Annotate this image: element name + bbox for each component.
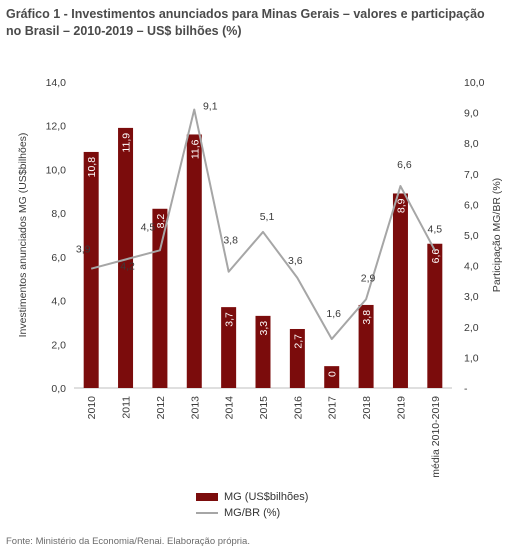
bar: [392, 193, 408, 388]
line-data-label: 2,9: [361, 272, 376, 284]
line-data-label: 4,5: [141, 221, 156, 233]
y-axis-title: Investimentos anunciados MG (US$bilhões): [17, 133, 29, 338]
bar: [83, 151, 99, 388]
bar: [358, 304, 374, 388]
y-tick-label: 2,0: [51, 339, 66, 351]
bar: [152, 208, 168, 388]
bar: [186, 134, 202, 388]
line-data-label: 3,9: [76, 244, 91, 256]
bar-data-label: 6,6: [430, 249, 442, 264]
bar: [118, 127, 134, 389]
bar-data-label: 11,6: [189, 139, 201, 159]
chart-title: Gráfico 1 - Investimentos anunciados par…: [6, 6, 506, 40]
bar-data-label: 3,8: [361, 310, 373, 325]
y-tick-label: 10,0: [46, 164, 67, 176]
line-data-label: 5,1: [260, 211, 275, 223]
source-note: Fonte: Ministério da Economia/Renai. Ela…: [6, 536, 250, 547]
chart-title-line-1: Gráfico 1 - Investimentos anunciados par…: [6, 7, 485, 21]
x-tick-label: 2016: [292, 396, 304, 420]
legend-item-line: MG/BR (%): [196, 505, 308, 521]
line-data-label: 3,8: [223, 235, 238, 247]
y2-tick-label: 4,0: [464, 261, 479, 273]
bar: [324, 366, 340, 388]
x-tick-label: 2015: [258, 396, 270, 420]
y2-tick-label: 2,0: [464, 322, 479, 334]
y2-tick-label: 3,0: [464, 291, 479, 303]
y-tick-label: 6,0: [51, 252, 66, 264]
bar-data-label: 11,9: [121, 133, 133, 153]
y-tick-label: 14,0: [46, 77, 67, 89]
line-data-label: 9,1: [203, 101, 218, 113]
bar: [221, 307, 237, 388]
legend-swatch-line: [196, 512, 218, 514]
x-tick-label: 2013: [189, 396, 201, 420]
bar-data-label: 10,8: [86, 157, 98, 178]
bar: [289, 328, 305, 388]
x-tick-label: 2018: [361, 396, 373, 420]
legend-item-bars: MG (US$bilhões): [196, 489, 308, 505]
x-tick-label: 2014: [224, 396, 236, 420]
chart-legend: MG (US$bilhões) MG/BR (%): [196, 489, 308, 521]
chart-title-line-2: no Brasil – 2010-2019 – US$ bilhões (%): [6, 24, 242, 38]
y-tick-label: 4,0: [51, 296, 66, 308]
x-tick-label: 2017: [327, 396, 339, 420]
legend-swatch-bars: [196, 493, 218, 501]
bar: [427, 243, 443, 388]
x-tick-label: média 2010-2019: [430, 396, 442, 478]
y2-tick-label: 5,0: [464, 230, 479, 242]
y-tick-label: 8,0: [51, 208, 66, 220]
y2-tick-label: 8,0: [464, 138, 479, 150]
legend-label-line: MG/BR (%): [224, 507, 281, 519]
bar: [255, 315, 271, 388]
y2-axis-title: Participação MG/BR (%): [491, 178, 503, 292]
bar-data-label: 0: [327, 371, 339, 377]
line-data-label: 4,2: [120, 260, 135, 272]
y2-tick-label: 1,0: [464, 352, 479, 364]
bar-data-label: 2,7: [292, 334, 304, 349]
bar-data-label: 8,9: [395, 198, 407, 213]
x-tick-label: 2011: [121, 396, 133, 419]
y2-tick-label: 9,0: [464, 108, 479, 120]
bar-data-label: 8,2: [155, 214, 167, 229]
y-tick-label: 0,0: [51, 383, 66, 395]
y2-tick-label: 6,0: [464, 199, 479, 211]
x-tick-label: 2012: [155, 396, 167, 420]
line-series-mg-br: [90, 108, 436, 341]
y2-tick-label: 7,0: [464, 169, 479, 181]
x-tick-label: 2010: [86, 396, 98, 420]
line-data-label: 3,6: [288, 255, 303, 267]
bar-data-label: 3,7: [224, 312, 236, 327]
line-data-label: 4,5: [428, 223, 443, 235]
y2-tick-label: 10,0: [464, 77, 485, 89]
line-data-label: 1,6: [326, 308, 341, 320]
line-data-label: 6,6: [397, 159, 412, 171]
y2-tick-label: -: [464, 383, 468, 395]
x-tick-label: 2019: [395, 396, 407, 420]
y-tick-label: 12,0: [46, 121, 67, 133]
legend-label-bars: MG (US$bilhões): [224, 491, 309, 503]
bar-data-label: 3,3: [258, 321, 270, 336]
